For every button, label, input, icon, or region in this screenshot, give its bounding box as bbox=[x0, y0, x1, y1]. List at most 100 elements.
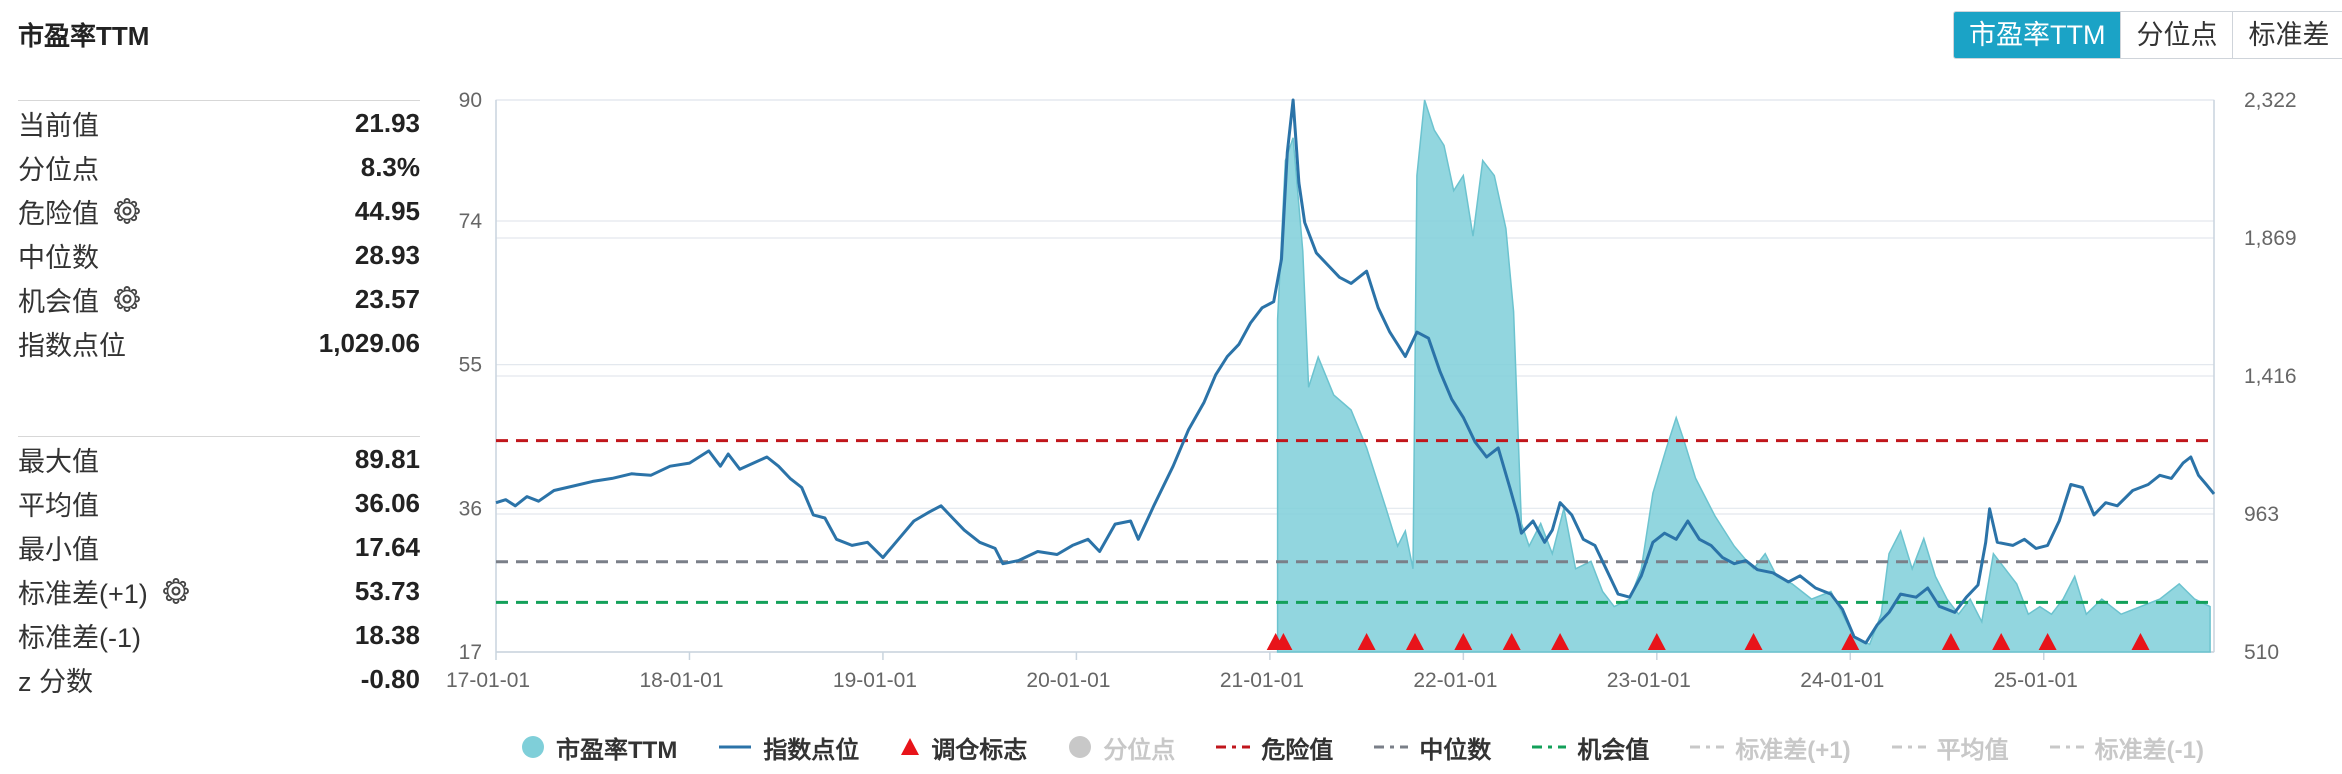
legend-item[interactable]: 平均值 bbox=[1891, 730, 2009, 765]
x-tick-label: 20-01-01 bbox=[1026, 669, 1110, 692]
legend-item[interactable]: 标准差(+1) bbox=[1689, 730, 1851, 765]
stat-row: 最小值 17.64 bbox=[18, 525, 420, 569]
x-tick-label: 24-01-01 bbox=[1800, 669, 1884, 692]
legend-label: 指数点位 bbox=[763, 736, 860, 764]
legend-label: 分位点 bbox=[1103, 736, 1176, 764]
stats-panel-bottom: 最大值 89.81 平均值 36.06 最小值 17.64 标准差(+1) 53.73 标准差(… bbox=[18, 436, 420, 701]
stat-row: 标准差(-1) 18.38 bbox=[18, 613, 420, 657]
x-tick-label: 23-01-01 bbox=[1607, 669, 1691, 692]
rebalance-marker bbox=[1502, 633, 1521, 650]
legend-dash-icon bbox=[1690, 745, 1725, 749]
stat-value: 1,029.06 bbox=[318, 327, 420, 358]
stat-value: 17.64 bbox=[354, 531, 420, 562]
gear-icon[interactable] bbox=[113, 197, 141, 225]
stat-row: z 分数 -0.80 bbox=[18, 657, 420, 701]
pe-ttm-area bbox=[1276, 99, 2211, 653]
stat-label: 最小值 bbox=[18, 534, 99, 565]
legend-dot-icon bbox=[1069, 736, 1092, 758]
legend-item[interactable]: 调仓标志 bbox=[899, 730, 1027, 765]
stat-label-wrap: 分位点 bbox=[18, 148, 99, 187]
rebalance-marker bbox=[2131, 633, 2150, 650]
legend-label: 机会值 bbox=[1577, 736, 1650, 764]
stat-label: 中位数 bbox=[18, 242, 99, 273]
pe-chart: 17 36 55 74 90 510 963 1,416 1,869 2,322 17-01-01 1… bbox=[446, 89, 2297, 692]
legend-dash-icon bbox=[2049, 745, 2084, 749]
stat-row: 最大值 89.81 bbox=[18, 437, 420, 481]
index-line bbox=[495, 98, 2216, 645]
rebalance-marker bbox=[1647, 633, 1666, 650]
y-right-tick-label: 2,322 bbox=[2244, 89, 2297, 112]
legend-line-icon bbox=[719, 745, 752, 749]
stat-value: 36.06 bbox=[354, 487, 420, 518]
legend-dash-icon bbox=[1891, 745, 1926, 749]
stat-label: 危险值 bbox=[18, 198, 99, 229]
x-tick-label: 18-01-01 bbox=[639, 669, 723, 692]
y-right-tick-label: 963 bbox=[2244, 503, 2279, 526]
stat-label: 标准差(-1) bbox=[18, 622, 141, 653]
stat-value: 53.73 bbox=[354, 575, 420, 606]
legend-label: 调仓标志 bbox=[931, 736, 1028, 764]
legend-label: 市盈率TTM bbox=[556, 736, 678, 764]
legend-triangle-icon bbox=[901, 738, 920, 755]
stat-row: 当前值 21.93 bbox=[18, 101, 420, 145]
stat-label-wrap: 指数点位 bbox=[18, 324, 126, 363]
stat-label: z 分数 bbox=[18, 666, 94, 697]
chart-legend: 市盈率TTM 指数点位 调仓标志 分位点 危险值 中位数 机会值 标准差(+1) 平均值 标准差(… bbox=[520, 729, 2244, 765]
legend-label: 标准差(+1) bbox=[1735, 736, 1851, 764]
gear-icon[interactable] bbox=[162, 577, 190, 605]
stat-label-wrap: 最大值 bbox=[18, 440, 99, 479]
rebalance-marker bbox=[1274, 633, 1293, 650]
gear-icon[interactable] bbox=[113, 285, 141, 313]
y-left-tick-label: 36 bbox=[459, 497, 482, 520]
stat-row: 危险值 44.95 bbox=[18, 189, 420, 233]
stat-value: -0.80 bbox=[360, 663, 420, 694]
y-right-tick-label: 1,869 bbox=[2244, 227, 2297, 250]
page-title: 市盈率TTM bbox=[18, 21, 150, 51]
legend-item[interactable]: 危险值 bbox=[1215, 730, 1333, 765]
stat-label-wrap: z 分数 bbox=[18, 660, 93, 699]
tab-percentile[interactable]: 分位点 bbox=[2120, 12, 2233, 58]
rebalance-marker bbox=[1992, 633, 2011, 650]
y-right-tick-label: 510 bbox=[2244, 641, 2279, 664]
stat-value: 89.81 bbox=[354, 443, 420, 474]
stat-label: 机会值 bbox=[18, 286, 99, 317]
legend-item[interactable]: 指数点位 bbox=[717, 730, 859, 765]
stat-label-wrap: 危险值 bbox=[18, 192, 141, 231]
y-left-tick-label: 90 bbox=[459, 89, 482, 112]
y-right-tick-label: 1,416 bbox=[2244, 365, 2297, 388]
stat-value: 21.93 bbox=[354, 107, 420, 138]
stat-label-wrap: 平均值 bbox=[18, 484, 99, 523]
metric-tabs: 市盈率TTM 分位点 标准差 bbox=[1953, 11, 2342, 59]
rebalance-marker bbox=[1551, 633, 1570, 650]
stat-label-wrap: 最小值 bbox=[18, 528, 99, 567]
x-tick-label: 17-01-01 bbox=[446, 669, 530, 692]
stat-label: 当前值 bbox=[18, 110, 99, 141]
tab-pe-ttm[interactable]: 市盈率TTM bbox=[1954, 12, 2121, 58]
legend-dash-icon bbox=[1374, 745, 1409, 749]
rebalance-marker bbox=[1841, 633, 1860, 650]
legend-item[interactable]: 分位点 bbox=[1067, 730, 1175, 765]
stat-row: 分位点 8.3% bbox=[18, 145, 420, 189]
legend-item[interactable]: 中位数 bbox=[1373, 730, 1491, 765]
legend-dash-icon bbox=[1216, 745, 1251, 749]
rebalance-marker bbox=[1941, 633, 1960, 650]
stat-value: 44.95 bbox=[354, 195, 420, 226]
legend-dash-icon bbox=[1532, 745, 1567, 749]
stat-label-wrap: 机会值 bbox=[18, 280, 141, 319]
stat-value: 23.57 bbox=[354, 283, 420, 314]
stat-row: 机会值 23.57 bbox=[18, 277, 420, 321]
stat-label-wrap: 标准差(+1) bbox=[18, 572, 190, 611]
tab-std-dev[interactable]: 标准差 bbox=[2232, 12, 2342, 58]
stat-label-wrap: 当前值 bbox=[18, 104, 99, 143]
rebalance-marker bbox=[1744, 633, 1763, 650]
legend-label: 危险值 bbox=[1261, 736, 1334, 764]
legend-item[interactable]: 机会值 bbox=[1531, 730, 1649, 765]
x-tick-label: 21-01-01 bbox=[1220, 669, 1304, 692]
stat-value: 18.38 bbox=[354, 619, 420, 650]
rebalance-marker bbox=[1357, 633, 1376, 650]
stat-label: 分位点 bbox=[18, 154, 99, 185]
legend-item[interactable]: 市盈率TTM bbox=[520, 730, 677, 765]
stat-value: 8.3% bbox=[360, 151, 420, 182]
y-left-tick-label: 17 bbox=[459, 641, 482, 664]
legend-item[interactable]: 标准差(-1) bbox=[2049, 730, 2204, 765]
